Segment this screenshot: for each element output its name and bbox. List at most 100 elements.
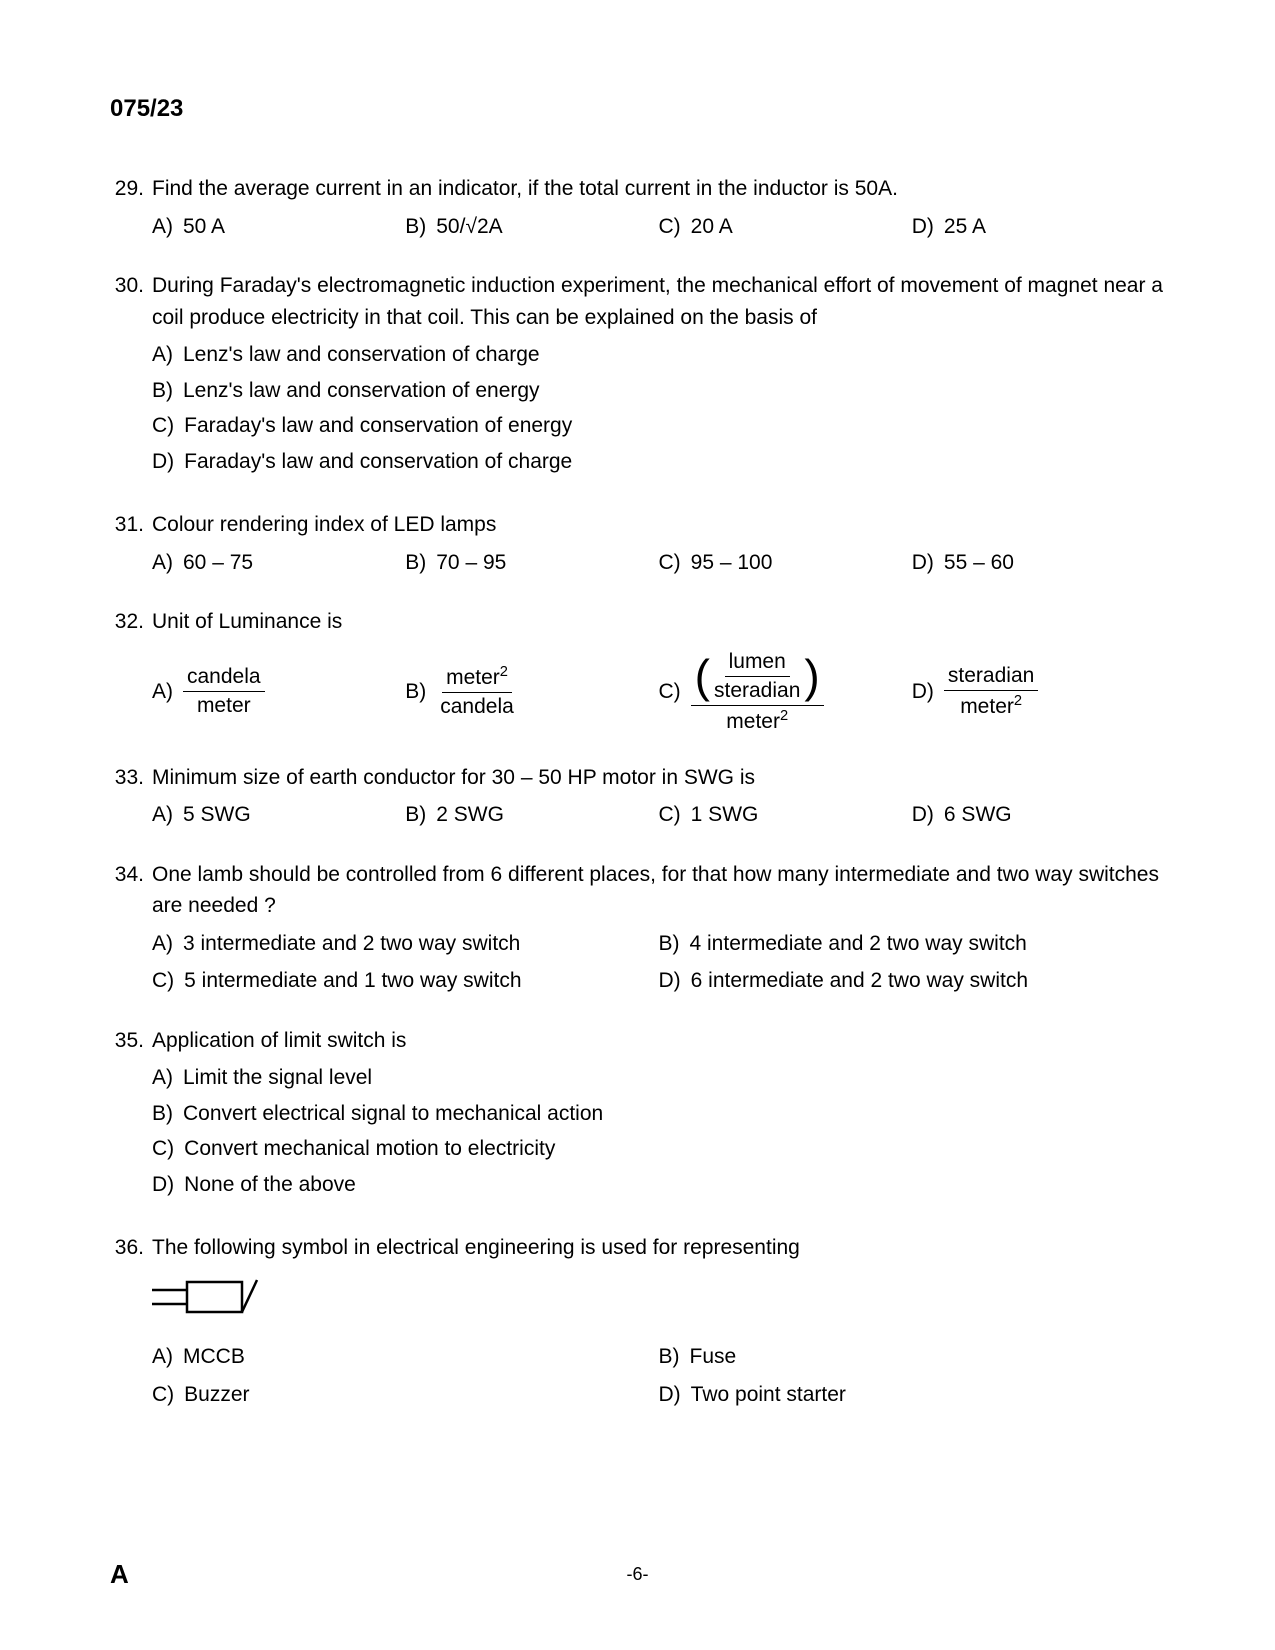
option: B) 50/√2A [405, 211, 658, 243]
question: 36. The following symbol in electrical e… [110, 1232, 1165, 1410]
option-label: C) [659, 547, 691, 579]
question-number: 36. [110, 1232, 152, 1264]
option-label: C) [659, 799, 691, 831]
option-label: B) [152, 375, 183, 407]
option: A) MCCB [152, 1341, 659, 1373]
option-text: Two point starter [691, 1379, 846, 1411]
option-text: 2 SWG [436, 799, 504, 831]
option-text: 5 SWG [183, 799, 251, 831]
option-label: D) [912, 799, 944, 831]
question-number: 30. [110, 270, 152, 302]
option-label: A) [152, 928, 183, 960]
option: C) Faraday's law and conservation of ene… [152, 410, 1165, 442]
option: C) Buzzer [152, 1379, 659, 1411]
question-text: Application of limit switch is [152, 1025, 1165, 1057]
option-text: None of the above [184, 1169, 356, 1201]
options-row: A) 3 intermediate and 2 two way switch B… [152, 928, 1165, 960]
option-label: A) [152, 339, 183, 371]
option: D) Faraday's law and conservation of cha… [152, 446, 1165, 478]
question: 32. Unit of Luminance is A) candelameter… [110, 606, 1165, 734]
page-footer: A -6- [110, 1559, 1165, 1590]
question-text: Unit of Luminance is [152, 606, 1165, 638]
option-text: Convert electrical signal to mechanical … [183, 1098, 603, 1130]
option: C) Convert mechanical motion to electric… [152, 1133, 1165, 1165]
option: C) ( lumensteradian ) meter2 [659, 650, 912, 734]
option: D) steradianmeter2 [912, 664, 1165, 719]
options-row: A) MCCB B) Fuse [152, 1341, 1165, 1373]
option: C) 1 SWG [659, 799, 912, 831]
option-label: C) [152, 1379, 184, 1411]
option-text: 3 intermediate and 2 two way switch [183, 928, 520, 960]
options-row: C) Buzzer D) Two point starter [152, 1379, 1165, 1411]
options-row: A) 60 – 75 B) 70 – 95 C) 95 – 100 D) 55 … [152, 547, 1165, 579]
option-text: 50 A [183, 211, 225, 243]
fraction: candelameter [183, 665, 265, 718]
option-label: D) [912, 676, 944, 708]
option-label: D) [152, 1169, 184, 1201]
question-text: Minimum size of earth conductor for 30 –… [152, 762, 1165, 794]
question-text: During Faraday's electromagnetic inducti… [152, 270, 1165, 333]
options-col: A) Limit the signal level B) Convert ele… [152, 1062, 1165, 1204]
option: A) 3 intermediate and 2 two way switch [152, 928, 659, 960]
option-label: A) [152, 676, 183, 708]
option: D) 55 – 60 [912, 547, 1165, 579]
option: C) 20 A [659, 211, 912, 243]
question-text: The following symbol in electrical engin… [152, 1232, 1165, 1264]
option: B) 2 SWG [405, 799, 658, 831]
question-number: 29. [110, 173, 152, 205]
option-text: 50/√2A [436, 211, 502, 243]
option-label: D) [912, 211, 944, 243]
nested-fraction: ( lumensteradian ) meter2 [691, 650, 824, 734]
option-text: 6 SWG [944, 799, 1012, 831]
option-text: Lenz's law and conservation of charge [183, 339, 540, 371]
option-label: D) [659, 965, 691, 997]
option-text: Faraday's law and conservation of charge [184, 446, 572, 478]
options-row: C) 5 intermediate and 1 two way switch D… [152, 965, 1165, 997]
option-text: MCCB [183, 1341, 245, 1373]
option-label: C) [152, 965, 184, 997]
options-row: A) candelameter B) meter2candela C) ( lu… [152, 650, 1165, 734]
option: C) 95 – 100 [659, 547, 912, 579]
option: C) 5 intermediate and 1 two way switch [152, 965, 659, 997]
option-text: Convert mechanical motion to electricity [184, 1133, 555, 1165]
option: A) 50 A [152, 211, 405, 243]
option: B) 70 – 95 [405, 547, 658, 579]
option: D) 25 A [912, 211, 1165, 243]
question-text: One lamb should be controlled from 6 dif… [152, 859, 1165, 922]
option-label: C) [659, 676, 691, 708]
option-label: A) [152, 547, 183, 579]
option: A) candelameter [152, 665, 405, 718]
option-text: 60 – 75 [183, 547, 253, 579]
option-text: 95 – 100 [691, 547, 773, 579]
options-row: A) 5 SWG B) 2 SWG C) 1 SWG D) 6 SWG [152, 799, 1165, 831]
options-col: A) Lenz's law and conservation of charge… [152, 339, 1165, 481]
option-text: 4 intermediate and 2 two way switch [690, 928, 1027, 960]
option-label: A) [152, 1341, 183, 1373]
option-label: B) [405, 676, 436, 708]
option-text: Buzzer [184, 1379, 249, 1411]
option-label: B) [405, 547, 436, 579]
question-number: 34. [110, 859, 152, 891]
question: 35. Application of limit switch is A) Li… [110, 1025, 1165, 1205]
option-text: Fuse [690, 1341, 737, 1373]
option-label: D) [152, 446, 184, 478]
electrical-symbol-icon [152, 1272, 1165, 1332]
option: D) 6 intermediate and 2 two way switch [659, 965, 1166, 997]
question: 31. Colour rendering index of LED lamps … [110, 509, 1165, 578]
option-text: 25 A [944, 211, 986, 243]
fraction: meter2candela [436, 664, 518, 719]
question: 34. One lamb should be controlled from 6… [110, 859, 1165, 997]
option: D) Two point starter [659, 1379, 1166, 1411]
option: B) Fuse [659, 1341, 1166, 1373]
option-label: C) [659, 211, 691, 243]
option: B) 4 intermediate and 2 two way switch [659, 928, 1166, 960]
option: B) Lenz's law and conservation of energy [152, 375, 1165, 407]
options-row: A) 50 A B) 50/√2A C) 20 A D) 25 A [152, 211, 1165, 243]
option-text: 70 – 95 [436, 547, 506, 579]
option-text: 55 – 60 [944, 547, 1014, 579]
question: 30. During Faraday's electromagnetic ind… [110, 270, 1165, 481]
option-label: B) [659, 1341, 690, 1373]
option-text: 6 intermediate and 2 two way switch [691, 965, 1028, 997]
option-text: Lenz's law and conservation of energy [183, 375, 540, 407]
option-label: D) [659, 1379, 691, 1411]
